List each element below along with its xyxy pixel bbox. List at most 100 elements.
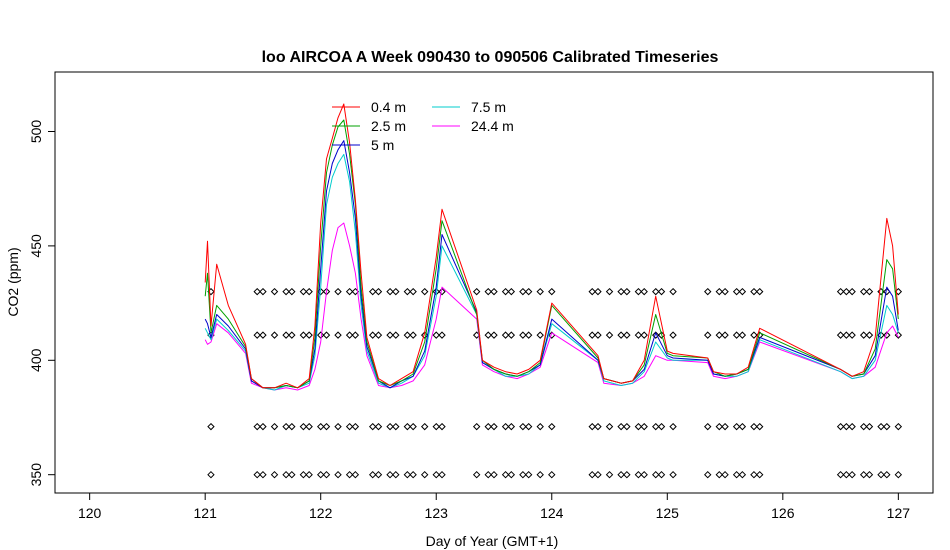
calibration-marker xyxy=(409,287,417,296)
calibration-marker xyxy=(715,422,723,431)
calibration-marker xyxy=(374,422,383,431)
calibration-marker xyxy=(484,287,492,296)
calibration-marker xyxy=(640,331,648,339)
calibration-marker xyxy=(507,331,516,339)
calibration-marker xyxy=(623,331,631,339)
x-tick-label: 124 xyxy=(540,505,564,521)
calibration-marker xyxy=(288,470,296,479)
calibration-marker xyxy=(721,470,729,479)
calibration-marker xyxy=(507,470,516,479)
calibration-marker xyxy=(848,331,856,339)
y-tick-label: 350 xyxy=(28,463,44,487)
calibration-marker xyxy=(368,470,377,479)
x-axis: 120 121 122 123 124 125 126 127 xyxy=(78,492,910,521)
calibration-marker xyxy=(259,422,267,431)
calibration-marker xyxy=(490,470,498,479)
calibration-marker xyxy=(299,287,308,296)
calibration-marker xyxy=(894,470,903,479)
calibration-marker xyxy=(351,331,360,339)
calibration-marker xyxy=(334,331,342,339)
calibration-marker xyxy=(317,422,325,431)
calibration-marker xyxy=(386,470,394,479)
calibration-marker xyxy=(652,331,660,339)
calibration-marker xyxy=(859,331,868,339)
calibration-marker xyxy=(282,470,290,479)
series-layer xyxy=(204,103,899,391)
calibration-marker xyxy=(368,331,377,339)
calibration-marker xyxy=(392,470,400,479)
y-tick-label: 500 xyxy=(28,120,44,144)
calibration-marker xyxy=(472,422,481,431)
calibration-marker xyxy=(756,470,764,479)
calibration-marker xyxy=(519,422,527,431)
calibration-marker xyxy=(507,287,516,296)
calibration-marker xyxy=(253,422,261,431)
y-axis-label: CO2 (ppm) xyxy=(5,247,21,316)
calibration-marker xyxy=(299,470,308,479)
calibration-marker xyxy=(368,287,377,296)
calibration-marker xyxy=(253,331,261,339)
y-axis: 350 400 450 500 xyxy=(28,120,56,487)
calibration-marker xyxy=(519,287,527,296)
calibration-marker xyxy=(704,470,712,479)
calibration-marker xyxy=(392,331,400,339)
calibration-marker xyxy=(634,331,643,339)
calibration-marker xyxy=(634,422,643,431)
calibration-marker xyxy=(501,470,510,479)
calibration-marker xyxy=(524,422,533,431)
calibration-marker xyxy=(836,287,845,296)
calibration-marker xyxy=(715,287,723,296)
calibration-marker xyxy=(207,422,215,431)
calibration-marker xyxy=(836,422,845,431)
calibration-marker xyxy=(617,470,625,479)
calibration-marker xyxy=(484,422,492,431)
calibration-marker xyxy=(259,331,267,339)
calibration-marker xyxy=(732,331,741,339)
calibration-marker xyxy=(877,470,885,479)
calibration-marker xyxy=(438,331,446,339)
calibration-marker xyxy=(536,470,544,479)
calibration-marker xyxy=(501,422,510,431)
calibration-marker xyxy=(865,422,874,431)
calibration-marker xyxy=(848,470,856,479)
calibration-marker xyxy=(848,287,856,296)
calibration-marker xyxy=(750,287,758,296)
calibration-marker xyxy=(524,331,533,339)
calibration-marker xyxy=(270,331,279,339)
calibration-marker xyxy=(501,287,510,296)
calibration-marker xyxy=(657,470,666,479)
x-tick-label: 122 xyxy=(309,505,333,521)
calibration-marker xyxy=(594,331,602,339)
legend-label: 0.4 m xyxy=(371,99,406,115)
calibration-marker xyxy=(623,422,631,431)
calibration-marker xyxy=(270,287,279,296)
calibration-marker xyxy=(305,331,313,339)
series-line-0-4-m xyxy=(204,103,899,389)
calibration-marker xyxy=(536,287,544,296)
calibration-marker xyxy=(322,470,331,479)
calibration-marker xyxy=(848,422,856,431)
calibration-marker xyxy=(652,287,660,296)
calibration-marker xyxy=(438,287,446,296)
calibration-marker xyxy=(420,470,429,479)
calibration-marker xyxy=(334,287,342,296)
calibration-marker xyxy=(859,470,868,479)
calibration-marker xyxy=(259,470,267,479)
calibration-marker xyxy=(877,422,885,431)
calibration-marker xyxy=(594,470,602,479)
calibration-marker xyxy=(305,422,313,431)
calibration-marker xyxy=(432,331,440,339)
calibration-marker xyxy=(536,422,544,431)
calibration-marker xyxy=(588,470,596,479)
calibration-marker xyxy=(548,422,556,431)
calibration-marker xyxy=(490,331,498,339)
calibration-marker xyxy=(704,331,712,339)
chart-title: loo AIRCOA A Week 090430 to 090506 Calib… xyxy=(262,49,719,66)
calibration-marker xyxy=(484,470,492,479)
calibration-marker xyxy=(738,422,747,431)
calibration-marker xyxy=(859,287,868,296)
calibration-marker xyxy=(594,422,602,431)
calibration-marker xyxy=(721,422,729,431)
calibration-marker xyxy=(836,470,845,479)
calibration-marker xyxy=(750,422,758,431)
